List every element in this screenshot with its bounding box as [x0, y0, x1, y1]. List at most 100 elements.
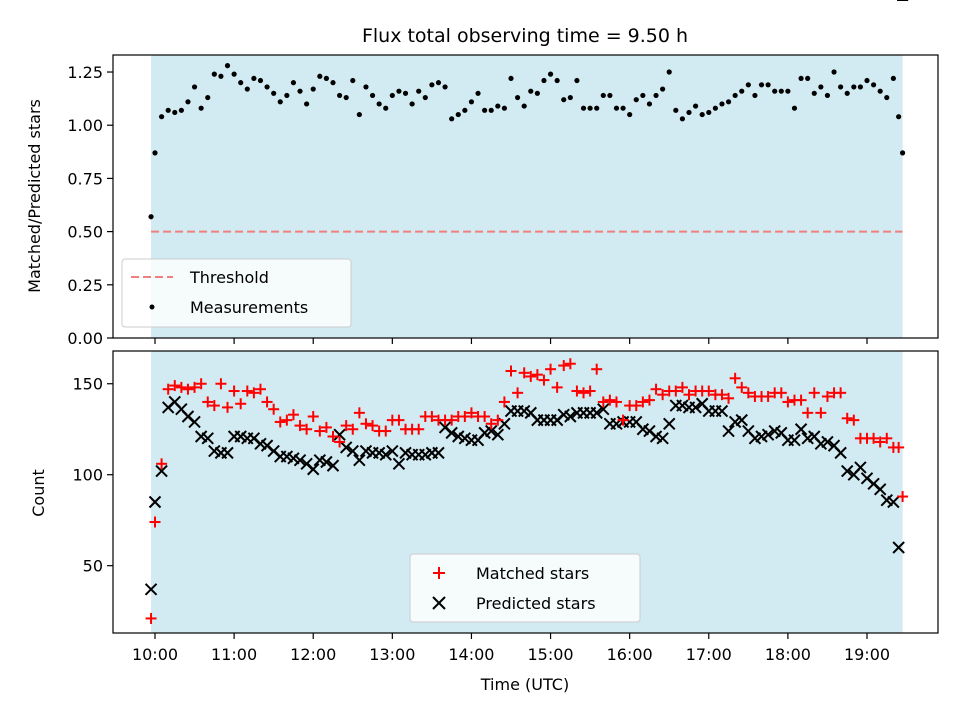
measurement-point — [336, 92, 343, 99]
measurement-point — [732, 92, 738, 99]
measurement-point — [508, 75, 514, 82]
predicted-star-point — [715, 404, 729, 418]
bottom-legend-box — [409, 553, 641, 623]
predicted-star-point — [320, 455, 333, 469]
matched-star-point — [893, 441, 905, 453]
measurement-point — [567, 94, 573, 101]
predicted-star-point — [155, 464, 168, 478]
top-ytick-label: 1.00 — [67, 116, 103, 135]
matched-star-point — [301, 423, 313, 435]
measurement-point — [468, 99, 475, 105]
matched-star-point — [637, 396, 649, 408]
bottom-x-axis-ticks: 10:00 11:00 12:00 13:00 14:00 15:00 16:00 17:00… — [132, 633, 890, 664]
measurement-point — [587, 105, 593, 111]
predicted-star-point — [887, 495, 900, 509]
matched-star-point — [703, 385, 715, 397]
measurement-point — [785, 88, 791, 94]
measurement-point — [521, 103, 527, 109]
predicted-star-point — [788, 433, 801, 447]
matched-star-point — [145, 612, 157, 624]
predicted-star-point — [353, 453, 366, 467]
matched-star-point — [584, 385, 596, 397]
matched-star-point — [610, 396, 622, 408]
matched-star-point — [775, 387, 787, 399]
predicted-star-point — [201, 432, 214, 445]
xtick-label: 11:00 — [211, 645, 257, 664]
measurement-point — [501, 105, 508, 111]
measurement-point — [350, 77, 356, 84]
top-ytick-label: 0.50 — [67, 223, 103, 242]
predicted-star-point — [722, 424, 735, 438]
top-ytick-label: 0.75 — [67, 169, 103, 188]
top-y-axis-label: Matched/Predicted stars — [25, 99, 44, 293]
top-y-axis-ticks: 0.00 0.25 0.50 0.75 1.00 1.25 — [67, 63, 113, 348]
measurement-point — [613, 105, 620, 111]
matched-star-point — [202, 396, 214, 408]
measurement-point — [475, 90, 481, 96]
measurement-point — [290, 80, 297, 86]
measurement-point — [244, 86, 250, 92]
predicted-star-point — [892, 541, 905, 554]
predicted-star-point — [590, 406, 603, 420]
measurement-point — [574, 77, 580, 84]
predicted-star-point — [761, 428, 775, 441]
matched-star-point — [261, 396, 273, 408]
measurement-point — [679, 116, 686, 122]
bottom-ytick-label: 100 — [72, 466, 103, 485]
matched-star-point — [545, 363, 557, 375]
matched-star-point — [617, 414, 629, 426]
measurement-point — [310, 86, 316, 92]
measurement-point — [547, 71, 554, 77]
measurement-point — [409, 101, 415, 107]
matched-star-point — [492, 414, 504, 426]
matched-star-point — [169, 380, 181, 392]
measurement-point — [422, 94, 428, 101]
measurement-point — [416, 88, 422, 94]
measurement-point — [778, 88, 784, 94]
measurement-point — [607, 92, 613, 99]
chart-title: Flux total observing time = 9.50 h — [362, 25, 688, 47]
measurement-point — [396, 88, 402, 94]
measurement-point — [198, 105, 204, 111]
measurement-point — [442, 84, 448, 90]
matched-star-point — [235, 398, 247, 410]
predicted-star-point — [485, 424, 498, 438]
predicted-star-point — [873, 483, 887, 496]
legend-measurements-swatch — [149, 304, 155, 310]
matched-star-point — [571, 385, 583, 397]
measurement-point — [304, 101, 310, 107]
matched-star-point — [182, 383, 194, 395]
matched-star-point — [393, 414, 405, 426]
measurement-point — [791, 105, 798, 111]
top-legend: Threshold Measurements — [121, 258, 352, 328]
measurement-point — [495, 103, 501, 109]
predicted-star-point — [148, 495, 162, 509]
predicted-star-point — [188, 415, 201, 429]
measurement-point — [844, 90, 850, 96]
matched-star-point — [307, 410, 319, 422]
matched-star-point — [815, 407, 827, 419]
measurement-point — [765, 82, 771, 88]
measurement-point — [712, 105, 718, 111]
predicted-star-point — [144, 583, 158, 596]
matched-star-point — [795, 394, 807, 406]
matched-star-point — [657, 389, 669, 401]
measurement-point — [224, 63, 231, 69]
measurement-point — [646, 101, 653, 107]
matched-star-point — [149, 516, 161, 528]
matched-star-point — [670, 385, 682, 397]
measurement-point — [745, 82, 751, 88]
matched-star-point — [228, 385, 240, 397]
matched-star-point — [314, 425, 326, 437]
predicted-star-point — [491, 428, 505, 441]
measurement-point — [376, 101, 382, 107]
matched-star-point — [347, 423, 359, 435]
measurement-point — [900, 150, 906, 156]
measurement-point — [528, 88, 534, 94]
bottom-ytick-label: 50 — [83, 557, 103, 576]
matched-star-point — [459, 410, 471, 422]
matched-star-point — [334, 436, 346, 448]
predicted-star-point — [656, 432, 669, 445]
measurement-point — [877, 88, 883, 94]
measurement-point — [640, 92, 646, 99]
